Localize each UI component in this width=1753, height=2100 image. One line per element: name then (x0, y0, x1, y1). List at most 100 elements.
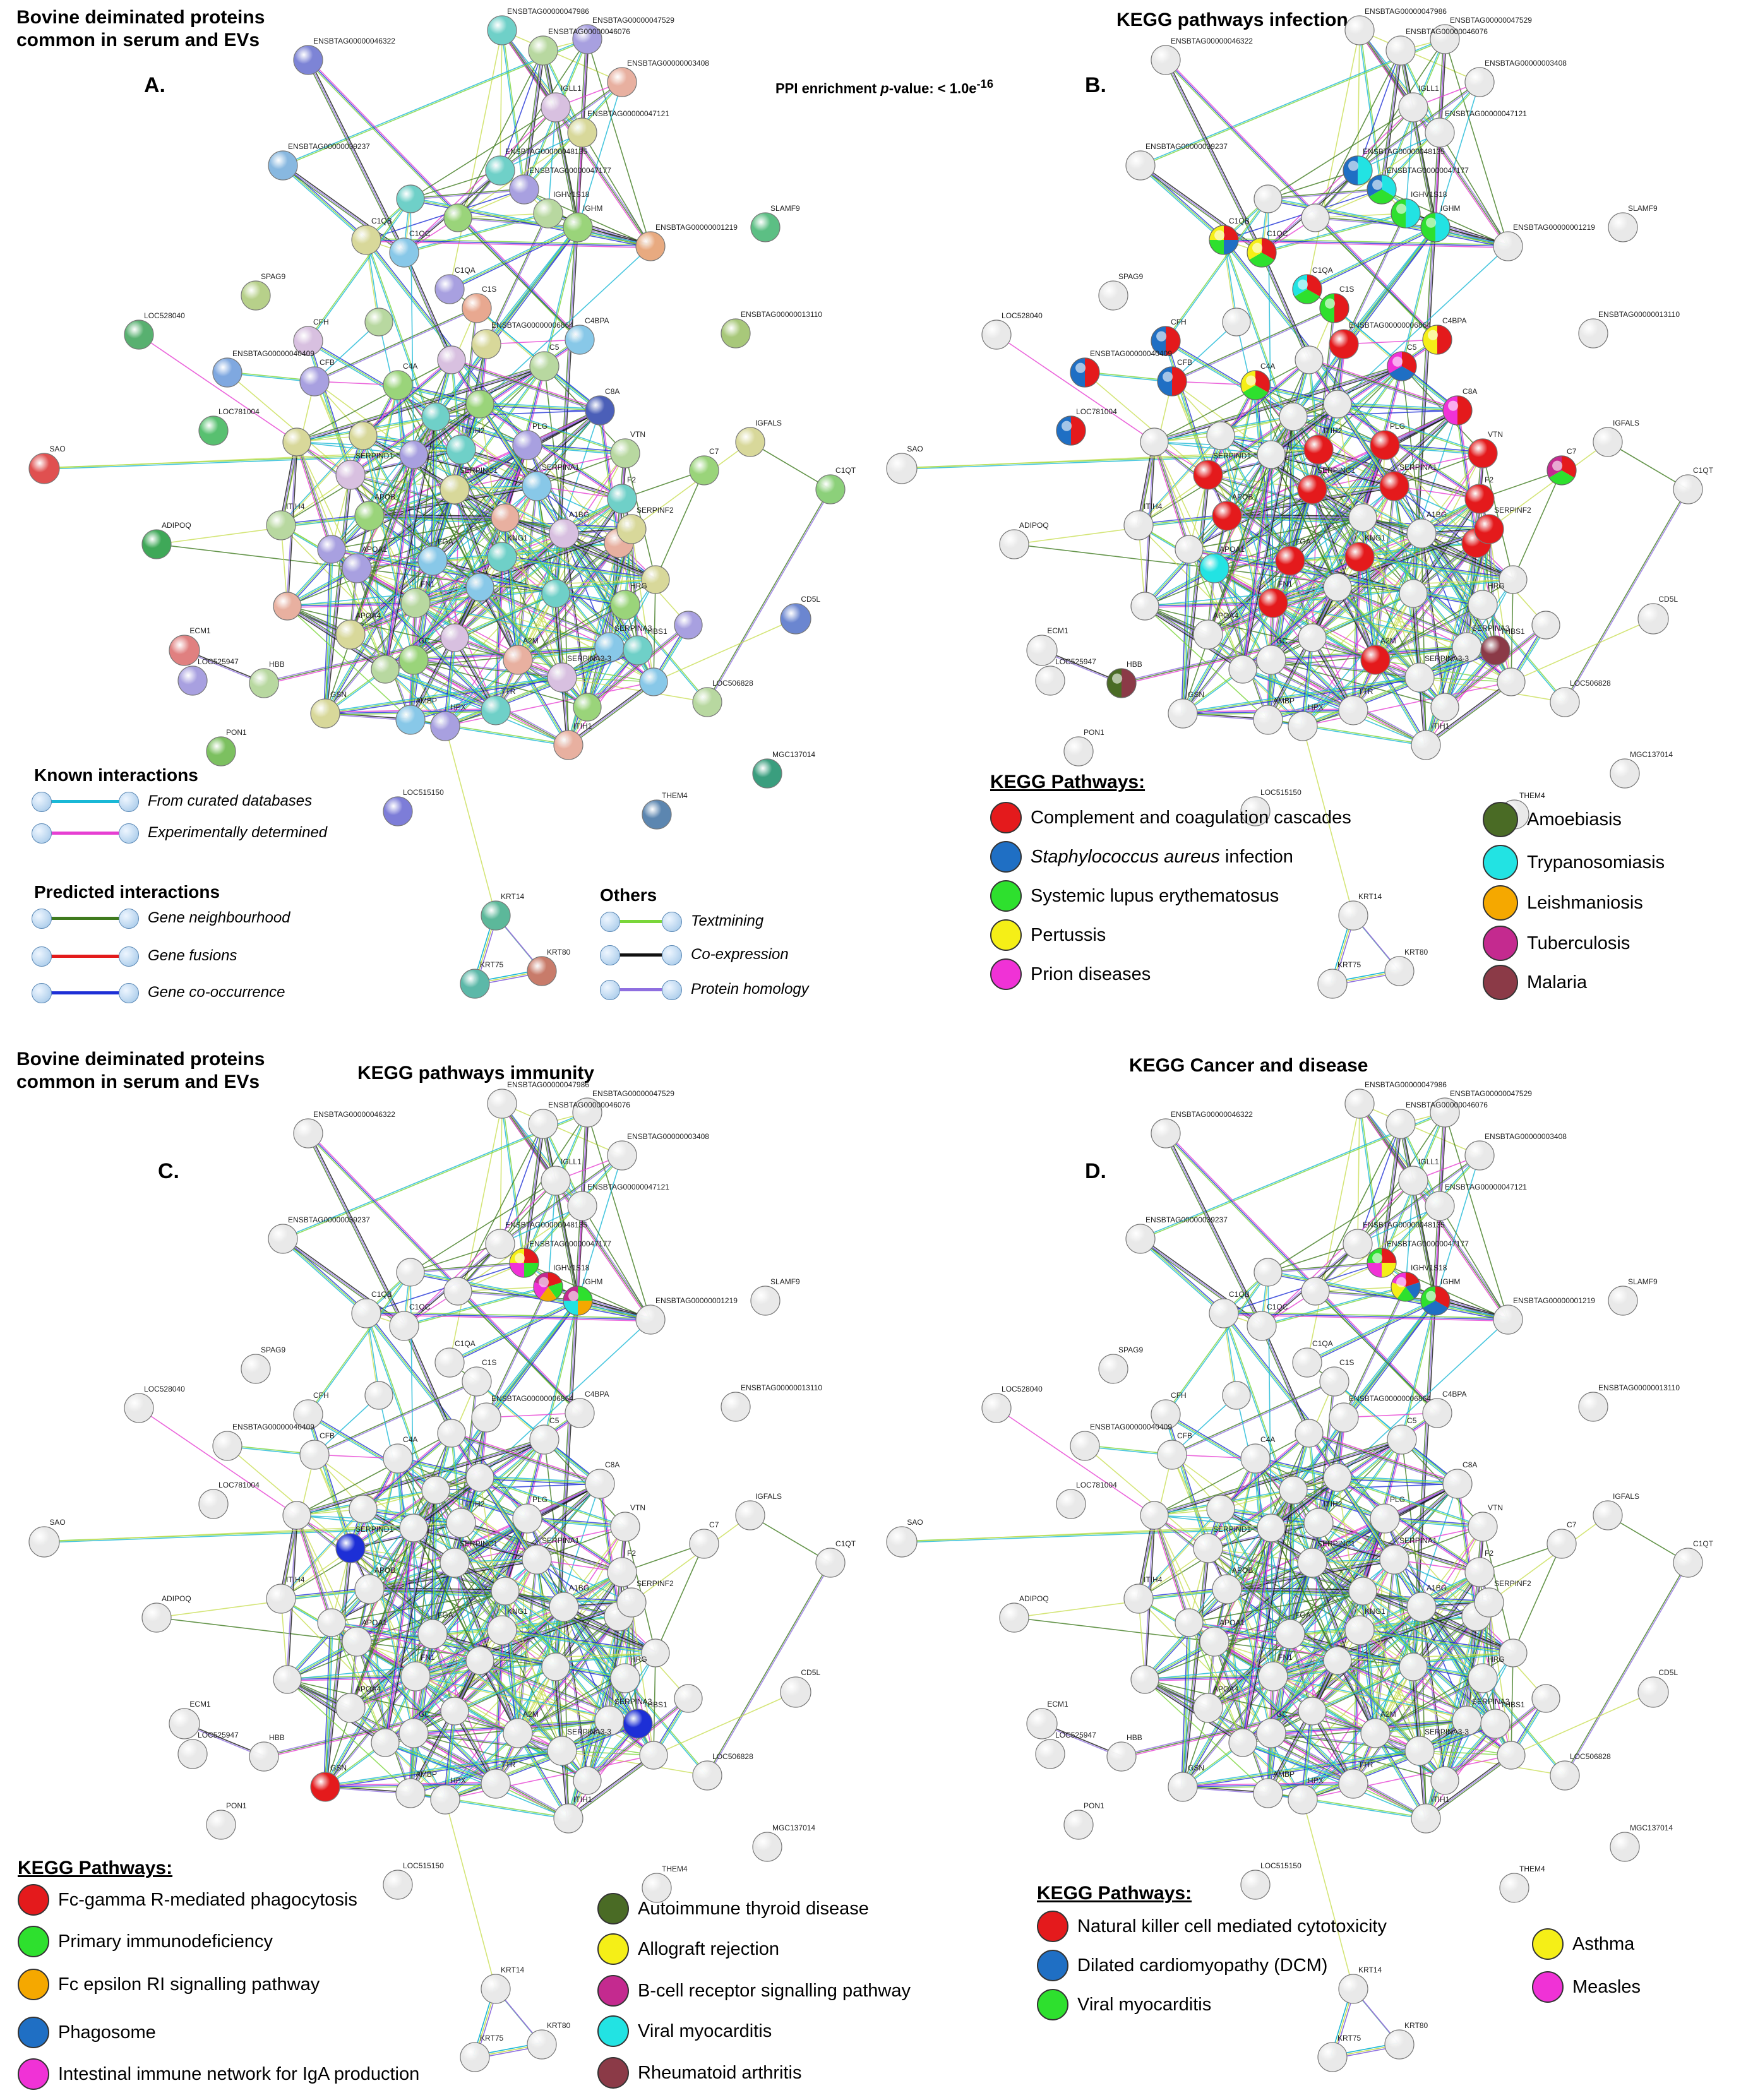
edge (1144, 606, 1376, 660)
protein-label: ENSBTAG00000013110 (1598, 310, 1680, 319)
protein-node-a1bg (549, 1592, 579, 1622)
edge (1214, 1518, 1385, 1642)
protein-label: C7 (709, 447, 719, 456)
protein-label: ENSBTAG00000046076 (548, 27, 630, 36)
protein-node-pon1 (1063, 736, 1094, 767)
legend-d-item-dcm: Dilated cardiomyopathy (DCM) (1037, 1950, 1327, 1981)
edge (297, 441, 333, 549)
protein-label: ITIH1 (1431, 1795, 1450, 1804)
edge (1458, 1483, 1478, 1616)
protein-label: IGLL1 (1418, 84, 1439, 93)
protein-node-c1qa (434, 1347, 465, 1378)
edge (457, 1291, 580, 1414)
edge (1373, 1733, 1425, 1820)
edge (1140, 1237, 1225, 1313)
protein-node-cd5l (1637, 1676, 1669, 1708)
edge (1337, 1476, 1483, 1527)
edge (1274, 1518, 1387, 1678)
protein-label: VTN (630, 1503, 645, 1512)
edge (1214, 568, 1304, 726)
edge (402, 253, 451, 361)
protein-node-loc528040 (981, 1393, 1012, 1423)
edge (1483, 1677, 1566, 1775)
edge (1236, 321, 1291, 561)
edge (297, 441, 481, 587)
edge (1308, 1434, 1457, 1486)
edge (362, 435, 506, 518)
protein-node (1130, 592, 1159, 621)
protein-label: IGHM (1440, 204, 1460, 213)
edge (1267, 188, 1382, 199)
edge (1182, 676, 1420, 713)
protein-label: C5 (549, 1416, 559, 1425)
edge (309, 1414, 352, 1548)
edge (1358, 30, 1440, 134)
protein-node-fga (417, 1619, 448, 1649)
edge (413, 659, 496, 711)
edge (1144, 1660, 1338, 1680)
edge (1260, 1326, 1308, 1435)
protein-label: ENSBTAG00000047986 (507, 7, 589, 16)
protein-label: CFH (1171, 318, 1187, 326)
protein-label: SAO (49, 1518, 65, 1527)
edge (1144, 587, 1338, 607)
edge (1357, 30, 1360, 171)
edge (587, 529, 633, 708)
edge (479, 1477, 625, 1528)
edge (308, 1412, 437, 1489)
edge (1419, 1750, 1565, 1776)
legend-c-item-fc-epsilon: Fc epsilon RI signalling pathway (18, 1969, 320, 2000)
protein-node-gc (1256, 1718, 1286, 1748)
protein-node-c7 (689, 455, 719, 486)
legend-d-item-nk: Natural killer cell mediated cytotoxicit… (1037, 1911, 1387, 1942)
edge (1213, 1642, 1303, 1800)
protein-label: HPX (1308, 1776, 1324, 1785)
edge (1343, 213, 1406, 344)
edge (655, 1543, 705, 1654)
edge (1188, 517, 1363, 550)
edge (404, 212, 548, 253)
edge (410, 170, 501, 200)
edge (567, 680, 654, 744)
edge (501, 1103, 623, 1156)
protein-node-slamf9 (1608, 212, 1638, 242)
edge (480, 402, 623, 498)
edge (1271, 1528, 1394, 1561)
edge (404, 252, 452, 361)
protein-label: LOC525947 (198, 1731, 239, 1739)
edge (314, 1381, 477, 1456)
protein-node (396, 1258, 425, 1287)
panel-b: KEGG pathways infection B. ENSBTAG000000… (876, 0, 1753, 1029)
legend-c-item-autoimmune-thyroid: Autoimmune thyroid disease (597, 1893, 869, 1924)
edge (1306, 1299, 1435, 1362)
edge (555, 107, 578, 228)
edge (586, 528, 631, 707)
edge (1220, 359, 1310, 436)
protein-label: FN1 (1278, 580, 1293, 588)
edge (548, 212, 651, 246)
edge (478, 1477, 563, 1608)
edge (1489, 528, 1497, 650)
protein-node-apoa4 (335, 619, 366, 650)
protein-label: CD5L (801, 1668, 820, 1677)
edge (1267, 1272, 1274, 1677)
edge (1137, 1508, 1221, 1599)
edge (445, 1755, 654, 1800)
protein-label: GSN (1188, 690, 1204, 699)
panel-b-title: KEGG pathways infection (1116, 9, 1348, 30)
protein-label: IGHV1S18 (553, 190, 590, 199)
protein-node (465, 1646, 494, 1675)
edge (1399, 1124, 1435, 1301)
protein-label: SERPINA1 (1399, 1536, 1437, 1545)
edge (501, 1104, 582, 1207)
edge (631, 528, 639, 650)
edge (445, 1733, 519, 1801)
protein-node-plg (512, 430, 542, 460)
edge (1154, 367, 1403, 444)
edge (282, 1239, 366, 1315)
protein-node-hbb (249, 668, 279, 698)
protein-label: SERPINA3 (614, 1697, 652, 1706)
edge-legend-gene-neighbourhood: Gene neighbourhood (32, 907, 290, 929)
edge-legend-co-expression: Co-expression (600, 944, 789, 965)
protein-node (364, 307, 393, 337)
